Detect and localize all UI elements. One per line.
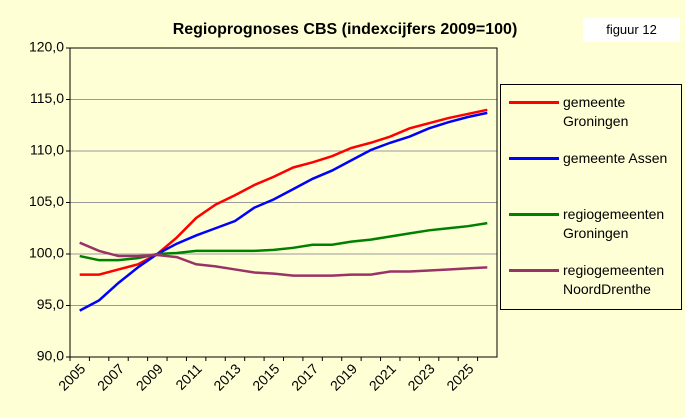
x-tick-label: 2023 <box>404 360 437 393</box>
series-line <box>79 241 488 277</box>
legend-swatch <box>509 213 559 216</box>
x-tick-label: 2013 <box>210 360 243 393</box>
y-tick-label: 120,0 <box>29 39 64 55</box>
legend: gemeente Groningen gemeente Assen regiogem… <box>500 84 682 310</box>
x-tick-label: 2015 <box>249 360 282 393</box>
x-tick-label: 2007 <box>94 360 127 393</box>
x-tick-label: 2005 <box>55 360 88 393</box>
y-tick-label: 95,0 <box>37 296 64 312</box>
legend-entry: regiogemeenten Groningen <box>509 205 681 243</box>
legend-entry: gemeente Assen <box>509 149 681 168</box>
y-tick-label: 90,0 <box>37 348 64 364</box>
y-tick-label: 110,0 <box>30 142 64 158</box>
legend-entry: regiogemeenten NoordDrenthe <box>509 261 681 299</box>
legend-label: regiogemeenten NoordDrenthe <box>563 262 665 297</box>
legend-label: regiogemeenten Groningen <box>563 206 665 241</box>
y-tick-label: 105,0 <box>29 193 64 209</box>
x-tick-label: 2021 <box>366 360 399 393</box>
x-tick-label: 2011 <box>172 360 205 393</box>
legend-entry: gemeente Groningen <box>509 93 681 131</box>
legend-label: gemeente Groningen <box>563 94 629 129</box>
y-tick-label: 100,0 <box>29 245 64 261</box>
legend-swatch <box>509 269 559 272</box>
legend-swatch <box>509 157 559 160</box>
legend-label: gemeente Assen <box>563 150 668 166</box>
legend-swatch <box>509 101 559 104</box>
y-tick-label: 115,0 <box>30 90 64 106</box>
x-tick-label: 2017 <box>288 360 321 393</box>
x-tick-label: 2019 <box>327 360 360 393</box>
series-line <box>79 111 488 312</box>
x-tick-label: 2025 <box>443 360 476 393</box>
x-tick-label: 2009 <box>133 360 166 393</box>
chart-title: Regioprognoses CBS (indexcijfers 2009=10… <box>173 21 518 38</box>
series-line <box>79 108 488 276</box>
figure-label: figuur 12 <box>583 18 680 42</box>
series-line <box>79 221 488 262</box>
